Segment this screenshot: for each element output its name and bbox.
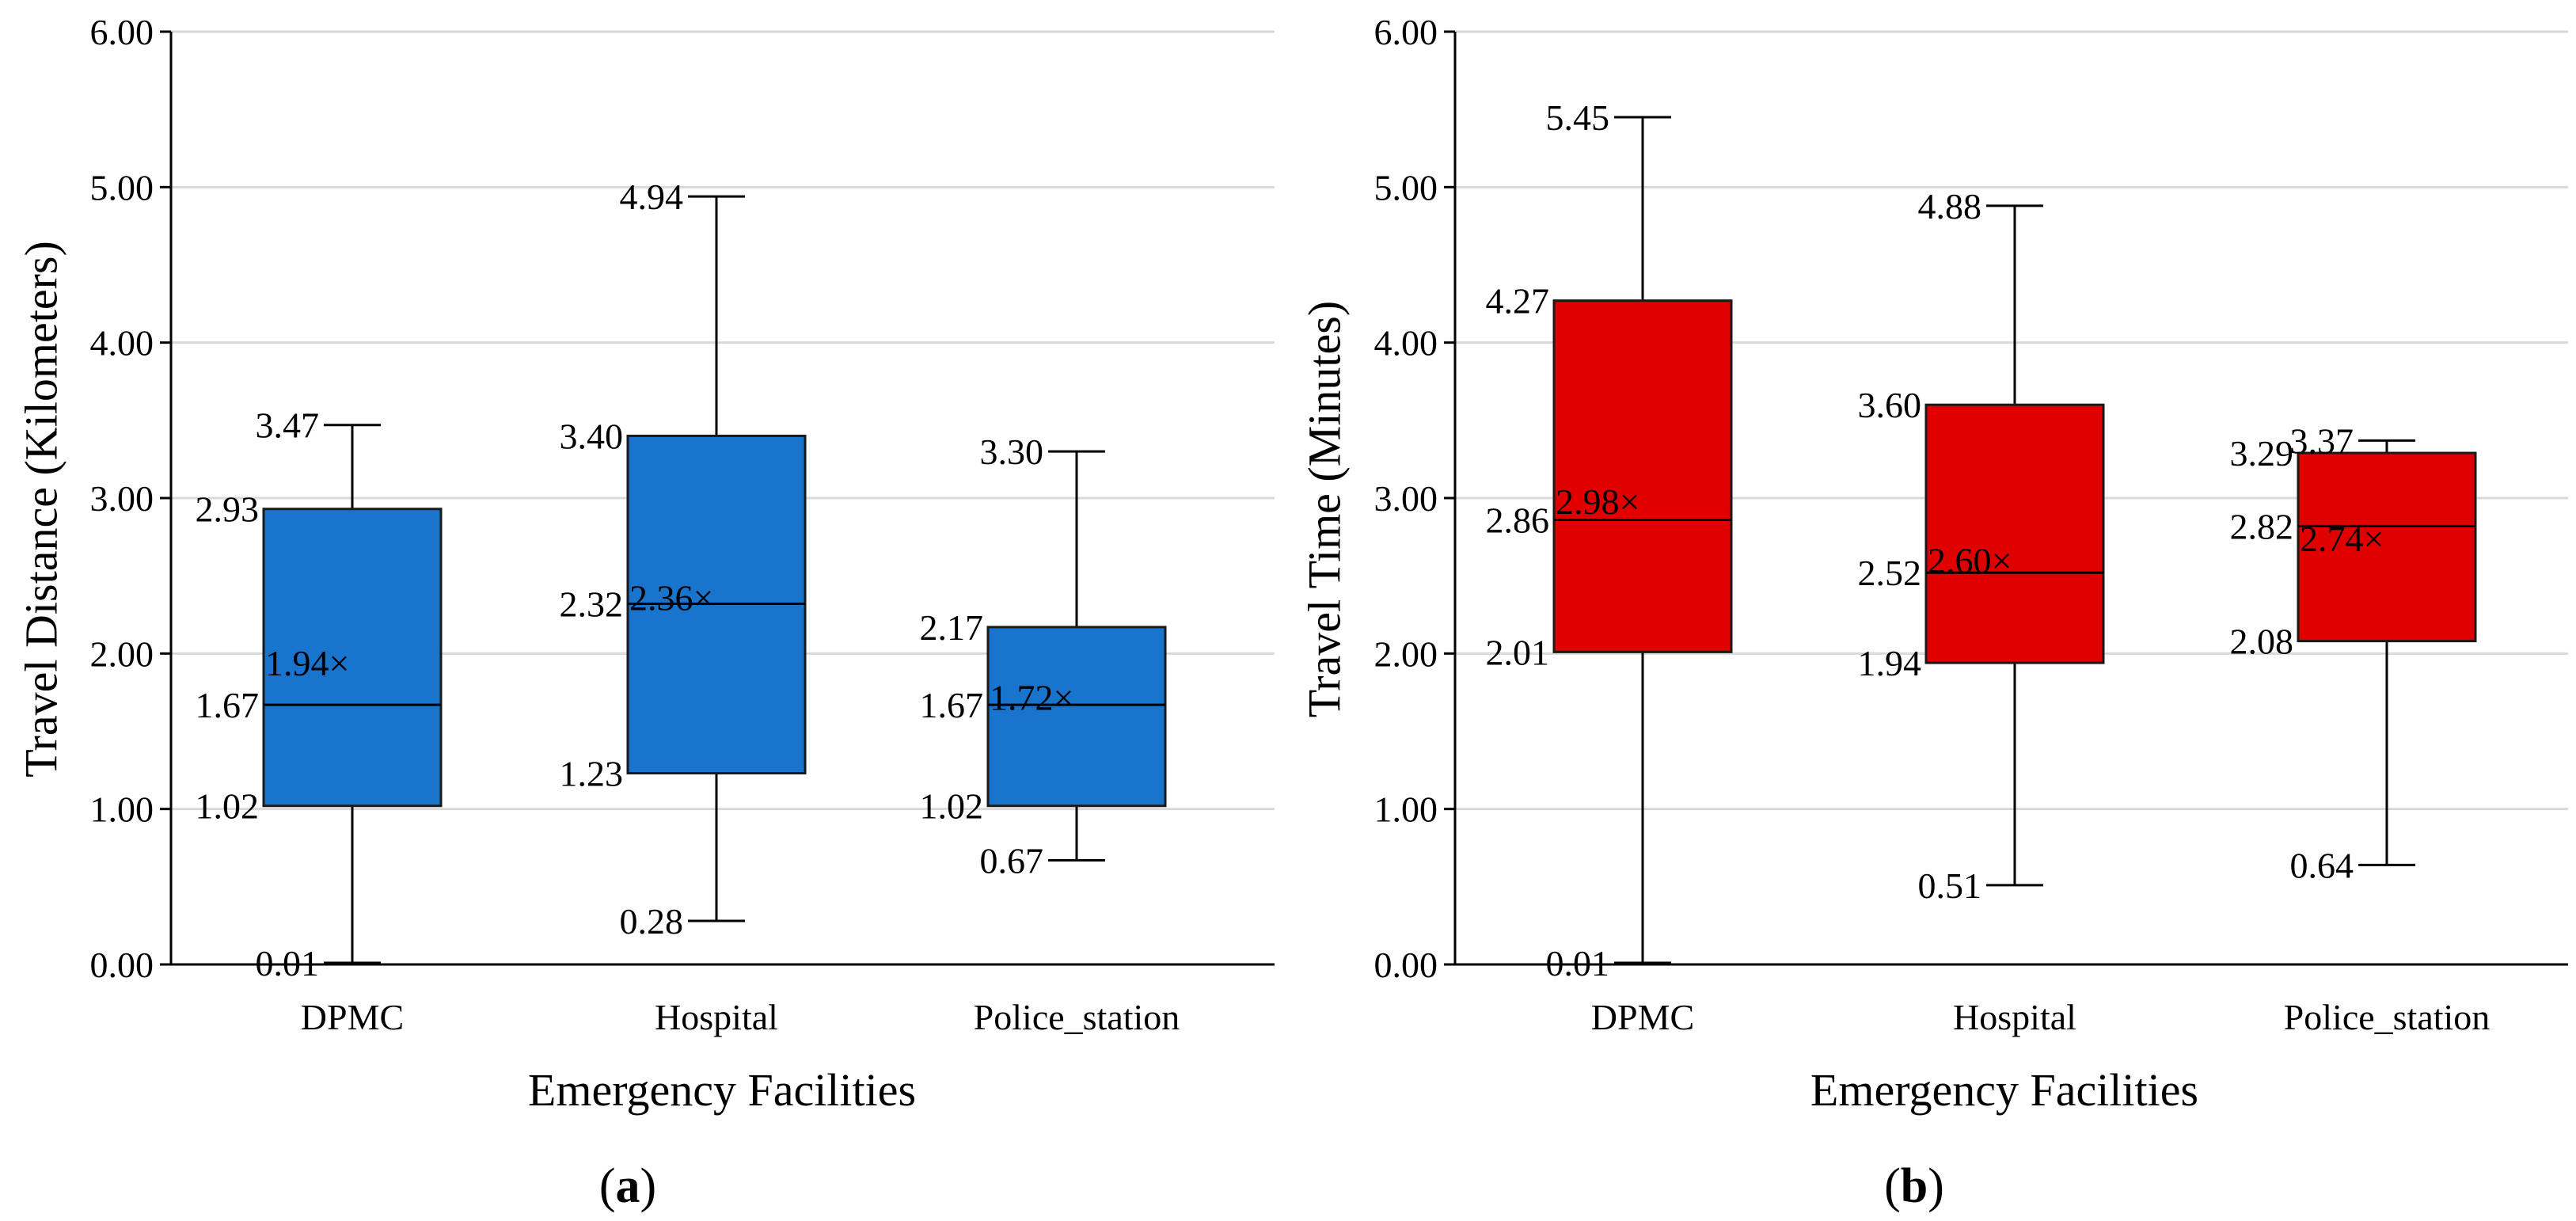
min-label: 0.51 [1918,865,1982,906]
box-group-dpmc: 5.45 4.27 2.86 2.01 0.01 2.98× [1486,97,1733,983]
max-label: 3.47 [256,405,320,446]
y-tick-label: 4.00 [1374,323,1438,363]
box-group-police-station: 3.30 2.17 1.67 1.02 0.67 1.72× [920,432,1167,881]
y-tick-label: 1.00 [90,789,154,830]
median-label: 2.82 [2230,506,2294,546]
x-category-label: Police_station [974,997,1180,1037]
x-category-label: DPMC [301,997,404,1037]
mean-label: 2.74× [2300,519,2384,559]
y-tick-label: 2.00 [1374,633,1438,674]
y-tick-label: 5.00 [90,167,154,207]
q1-label: 1.23 [560,754,624,794]
q1-label: 2.01 [1486,632,1550,672]
y-tick-label: 6.00 [1374,12,1438,52]
box-group-hospital: 4.88 3.60 2.52 1.94 0.51 2.60× [1858,186,2105,906]
mean-label: 2.36× [629,578,713,618]
q3-label: 3.29 [2230,433,2294,474]
iqr-box [1552,299,1733,653]
max-label: 4.94 [620,177,684,217]
y-tick-label: 2.00 [90,633,154,674]
box-group-dpmc: 3.47 2.93 1.67 1.02 0.01 1.94× [196,405,443,983]
panel-label-close-paren: ) [1928,1159,1944,1213]
x-axis-title: Emergency Facilities [1810,1064,2198,1116]
iqr-box [2297,451,2477,643]
iqr-box [986,626,1167,808]
iqr-box [1924,403,2105,664]
panel-label-open-paren: ( [1884,1159,1901,1213]
y-tick-label: 3.00 [1374,478,1438,519]
median-label: 2.86 [1486,500,1550,540]
q3-label: 2.17 [920,607,984,648]
q3-label: 3.60 [1858,385,1922,425]
q3-label: 2.93 [196,489,260,530]
median-label: 2.52 [1858,553,1922,593]
y-tick-label: 6.00 [90,12,154,52]
min-label: 0.67 [980,840,1044,881]
x-category-label: Hospital [655,997,778,1037]
y-axis-title: Travel Distance (Kilometers) [15,241,66,778]
y-tick-label: 1.00 [1374,789,1438,830]
y-axis-title: Travel Time (Minutes) [1298,301,1350,717]
panel-label: (b) [1884,1159,1944,1213]
q3-label: 4.27 [1486,281,1550,321]
y-tick-label: 3.00 [90,478,154,519]
y-tick-label: 4.00 [90,323,154,363]
iqr-box [262,508,443,808]
min-label: 0.01 [1546,943,1610,983]
panel-label-open-paren: ( [599,1159,616,1213]
x-category-label: Police_station [2284,997,2491,1037]
x-axis-title: Emergency Facilities [528,1064,916,1116]
mean-label: 1.72× [990,677,1073,717]
mean-label: 2.98× [1556,481,1639,522]
chart-panel-a: 0.00 1.00 2.00 3.00 4.00 5.00 6.00 3.47 2.93 1.67… [15,12,1275,1213]
box-group-police-station: 3.373.29 2.82 2.08 0.64 2.74× [2230,420,2477,885]
q1-label: 2.08 [2230,622,2294,662]
mean-label: 2.60× [1928,541,2012,581]
y-tick-label: 0.00 [90,945,154,985]
q1-label: 1.02 [196,786,260,827]
y-tick-label: 0.00 [1374,945,1438,985]
chart-panel-b: 0.00 1.00 2.00 3.00 4.00 5.00 6.00 5.45 4.27 2.86… [1298,12,2568,1213]
max-label: 3.30 [980,432,1044,472]
max-label: 4.88 [1918,186,1982,226]
panel-label-letter: b [1901,1159,1928,1213]
max-label: 3.37 [2290,420,2354,461]
median-label: 1.67 [196,685,260,725]
y-tick-label: 5.00 [1374,167,1438,207]
box-group-hospital: 4.94 3.40 2.32 1.23 0.28 2.36× [560,177,807,941]
min-label: 0.28 [620,901,684,941]
min-label: 0.64 [2290,845,2354,885]
max-label: 5.45 [1546,97,1610,138]
panel-label-close-paren: ) [640,1159,657,1213]
min-label: 0.01 [256,943,320,983]
q1-label: 1.02 [920,786,984,827]
q3-label: 3.40 [560,416,624,456]
q1-label: 1.94 [1858,643,1922,683]
x-category-label: DPMC [1591,997,1694,1037]
median-label: 2.32 [560,584,624,625]
x-category-label: Hospital [1953,997,2076,1037]
median-label: 1.67 [920,685,984,725]
mean-label: 1.94× [265,643,349,683]
panel-label: (a) [599,1159,656,1213]
panel-label-letter: a [616,1159,640,1213]
